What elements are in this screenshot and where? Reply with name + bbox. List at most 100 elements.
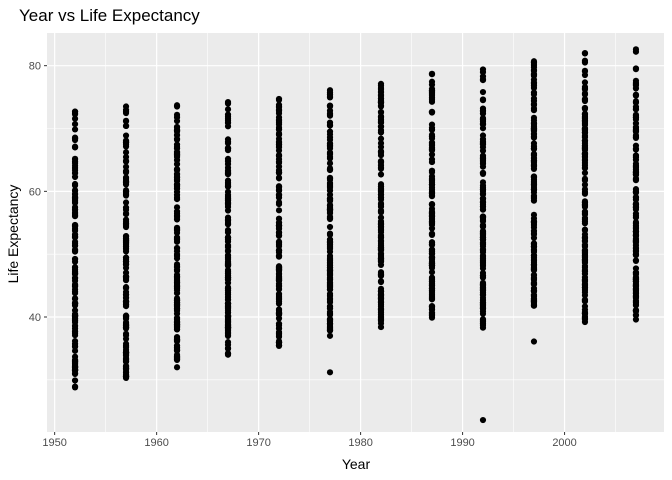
data-point [428,262,436,270]
data-points [71,46,640,424]
data-point [581,169,589,177]
data-point [326,174,334,181]
data-point [326,310,334,317]
data-point [71,295,79,303]
data-point [275,285,283,292]
data-point [224,221,232,228]
data-point [122,139,130,146]
data-point [326,259,334,266]
data-point [479,308,487,315]
data-point [530,120,538,127]
data-point [71,283,79,290]
data-point [71,155,79,162]
data-point [122,188,130,195]
data-point [479,299,487,306]
data-point [122,358,130,365]
data-point [71,247,79,254]
data-point [632,168,640,175]
data-point [479,76,487,83]
data-point [71,162,79,169]
data-point [428,78,436,85]
data-point [71,332,79,339]
data-point [122,248,130,255]
data-point [377,157,385,165]
data-point [530,193,538,201]
data-point [71,187,79,194]
data-point [173,136,181,143]
data-point [275,95,283,103]
data-point [224,140,232,147]
data-point [581,157,589,164]
data-point [173,126,181,134]
y-tick-label: 40 [29,312,41,324]
data-point [71,204,79,211]
data-point [632,206,640,213]
data-point [224,145,232,152]
data-point [479,140,487,147]
data-point [479,157,487,164]
data-point [173,336,181,343]
data-point [122,163,130,170]
data-point [428,177,436,184]
data-point [428,156,436,163]
data-point [275,310,283,318]
data-point [428,201,436,208]
data-point [377,246,385,253]
data-point [71,377,79,384]
data-point [428,146,436,153]
data-point [530,101,538,108]
data-point [581,202,589,209]
data-point [530,302,538,309]
data-point [224,207,232,214]
data-point [71,134,79,141]
data-point [377,98,385,105]
data-point [530,219,538,226]
data-point [122,314,130,321]
x-tick-label: 1970 [246,437,270,449]
data-point [275,229,283,237]
data-point [581,270,589,278]
data-point [173,141,181,148]
data-point [428,85,436,93]
data-point [71,343,79,350]
data-point [71,242,79,249]
data-point [377,118,385,125]
data-point [224,252,232,259]
data-point [224,242,232,249]
data-point [275,325,283,332]
data-point [275,207,283,214]
x-tick-label: 1990 [450,437,474,449]
data-point [530,71,538,78]
data-point [377,295,385,302]
data-point [632,265,640,272]
data-point [377,188,385,196]
data-point [173,244,181,252]
data-point [71,120,79,128]
y-tick-label: 80 [29,61,41,73]
data-point [122,243,130,250]
data-point [173,111,181,118]
data-point [377,323,385,331]
data-point [581,137,589,144]
data-point [122,181,130,188]
data-point [581,71,589,79]
data-point [377,135,385,142]
data-point [530,131,538,138]
data-point [632,133,640,141]
data-point [479,163,487,170]
data-point [479,120,487,127]
data-point [122,299,130,306]
data-point [479,66,487,73]
data-point [530,276,538,284]
data-point [326,182,334,190]
data-point [530,186,538,193]
data-point [632,194,640,201]
data-point [581,318,589,326]
data-point [632,79,640,87]
data-point [428,190,436,197]
data-point [377,129,385,136]
data-point [632,103,640,111]
data-point [530,265,538,273]
data-point [581,208,589,215]
data-point [326,166,334,173]
